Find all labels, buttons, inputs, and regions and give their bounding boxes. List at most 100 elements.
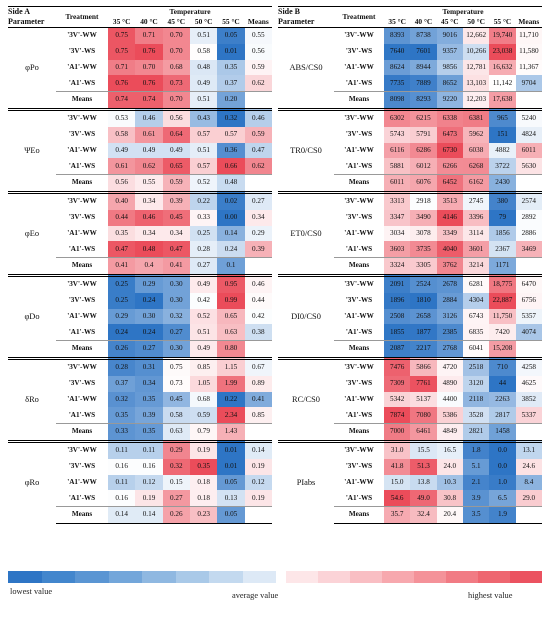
value-cell: 0.12: [135, 474, 163, 491]
value-cell: 0.59: [189, 407, 218, 424]
table-row: 'A1'-WW 0.71 0.70 0.68 0.48 0.35 0.59: [8, 59, 272, 76]
legend-blue-scale: [8, 571, 276, 583]
value-cell: 3735: [410, 241, 437, 258]
value-cell: 9220: [436, 91, 463, 110]
treatment-label: '3V'-WS: [68, 296, 96, 305]
value-cell: 0.53: [108, 107, 136, 127]
value-cell: 2430: [489, 174, 516, 193]
means-cell: 6470: [515, 273, 542, 293]
value-cell: 0.11: [135, 439, 163, 459]
value-cell: 0.49: [135, 142, 163, 159]
value-cell: 0.30: [162, 292, 190, 309]
parameter-header: Parameter: [278, 17, 315, 26]
table-row: TR0/CS0'3V'-WW 6302 6215 6338 6381 965 5240: [278, 107, 542, 193]
table-row: 'A1'-WS 0.76 0.76 0.73 0.49 0.37 0.62: [8, 75, 272, 92]
value-cell: 3349: [436, 225, 463, 242]
means-cell: 0.46: [244, 107, 272, 127]
value-cell: 0.68: [162, 59, 190, 76]
value-cell: 0.00: [217, 209, 245, 226]
value-cell: 0.20: [217, 91, 245, 110]
value-cell: 0.23: [189, 506, 218, 524]
value-cell: 3396: [462, 209, 490, 226]
value-cell: 0.1: [217, 257, 245, 276]
side-b-panel: Side B Treatment Temperature Parameter 3…: [278, 6, 542, 524]
value-cell: 2367: [489, 241, 516, 258]
table-row: '3V'-WS 0.37 0.34 0.73 1.05 1.99 0.89: [8, 375, 272, 392]
value-cell: 8624: [384, 59, 411, 76]
means-cell: 5240: [515, 107, 542, 127]
value-cell: 3528: [462, 407, 490, 424]
treatment-label: '3V'-WW: [56, 26, 108, 44]
value-cell: 5881: [384, 158, 411, 175]
value-cell: 2.1: [462, 474, 490, 491]
value-cell: 0.30: [135, 308, 163, 325]
value-cell: 8944: [410, 59, 437, 76]
value-cell: 0.57: [189, 126, 218, 143]
legend-swatch: [446, 571, 478, 583]
value-cell: 0.75: [108, 26, 136, 44]
value-cell: 1855: [384, 324, 411, 341]
means-cell: 0.56: [244, 43, 272, 60]
value-cell: 35.7: [384, 506, 411, 524]
means-cell: 24.6: [515, 458, 542, 475]
means-cell: 0.41: [244, 391, 272, 408]
table-row: RC/CS0'3V'-WW 7476 5866 4720 2518 710 4258: [278, 356, 542, 442]
means-label: Means: [334, 174, 384, 193]
value-cell: 13,103: [462, 75, 490, 92]
table-row: '3V'-WS 0.75 0.76 0.70 0.58 0.01 0.56: [8, 43, 272, 60]
means-cell: 0.44: [244, 292, 272, 309]
table-row: 'A1'-WS 7874 7080 5386 3528 2817 5337: [278, 407, 542, 424]
value-cell: 2678: [436, 273, 463, 293]
value-cell: 0.19: [135, 490, 163, 507]
treatment-label: '3V'-WS: [68, 130, 96, 139]
value-cell: 0.62: [135, 158, 163, 175]
means-cell: 0.42: [244, 308, 272, 325]
temp-col-header: 40 °C: [414, 17, 433, 27]
value-cell: 0.56: [162, 107, 190, 127]
value-cell: 6338: [436, 107, 463, 127]
value-cell: 6730: [436, 142, 463, 159]
value-cell: 0.44: [108, 209, 136, 226]
table-row: φDo '3V'-WW 0.25 0.29 0.30 0.49 0.95 0.46: [8, 273, 272, 359]
value-cell: 9856: [436, 59, 463, 76]
treatment-label: '3V'-WS: [68, 47, 96, 56]
table-row: '3V'-WS 1896 1810 2884 4304 22,887 6756: [278, 292, 542, 309]
value-cell: 6473: [436, 126, 463, 143]
means-row: Means 0.41 0.4 0.41 0.27 0.1: [8, 257, 272, 276]
means-cell: 2886: [515, 225, 542, 242]
value-cell: 3.9: [462, 490, 490, 507]
value-cell: 0.57: [217, 126, 245, 143]
value-cell: 0.05: [217, 506, 245, 524]
means-row: Means 0.56 0.55 0.59 0.52 0.48: [8, 174, 272, 193]
means-label: Means: [56, 423, 108, 442]
side-b-body: ABS/CS0'3V'-WW 8393 8738 9016 12,662 19,740 11…: [278, 26, 542, 524]
means-cell: 13.1: [515, 439, 542, 459]
value-cell: 0.13: [217, 490, 245, 507]
temp-col-header: 45 °C: [441, 17, 459, 27]
value-cell: 0.14: [108, 506, 136, 524]
table-row: 'A1'-WS 5881 6012 6266 6268 3722 5630: [278, 158, 542, 175]
value-cell: 0.55: [135, 174, 163, 193]
means-row: Means 0.26 0.27 0.30 0.49 0.80: [8, 340, 272, 359]
means-cell: 4625: [515, 375, 542, 392]
value-cell: 0.51: [189, 324, 218, 341]
value-cell: 5866: [410, 356, 437, 376]
table-row: '3V'-WS 7640 7601 9357 10,266 23,038 11,580: [278, 43, 542, 60]
value-cell: 7761: [410, 375, 437, 392]
value-cell: 2087: [384, 340, 411, 359]
means-label: Means: [334, 257, 384, 276]
means-cell: 0.38: [244, 324, 272, 341]
value-cell: 5791: [410, 126, 437, 143]
treatment-label: 'A1'-WS: [68, 78, 96, 87]
temp-col-header: 40 °C: [140, 17, 158, 27]
parameter-header: Parameter: [8, 17, 45, 26]
means-cell: 9704: [515, 75, 542, 92]
means-cell: [515, 91, 542, 110]
value-cell: 0.99: [217, 292, 245, 309]
means-cell: 11,710: [515, 26, 542, 44]
value-cell: 0.39: [135, 407, 163, 424]
value-cell: 1171: [489, 257, 516, 276]
value-cell: 0.27: [162, 324, 190, 341]
value-cell: 1.05: [189, 375, 218, 392]
means-cell: 5630: [515, 158, 542, 175]
